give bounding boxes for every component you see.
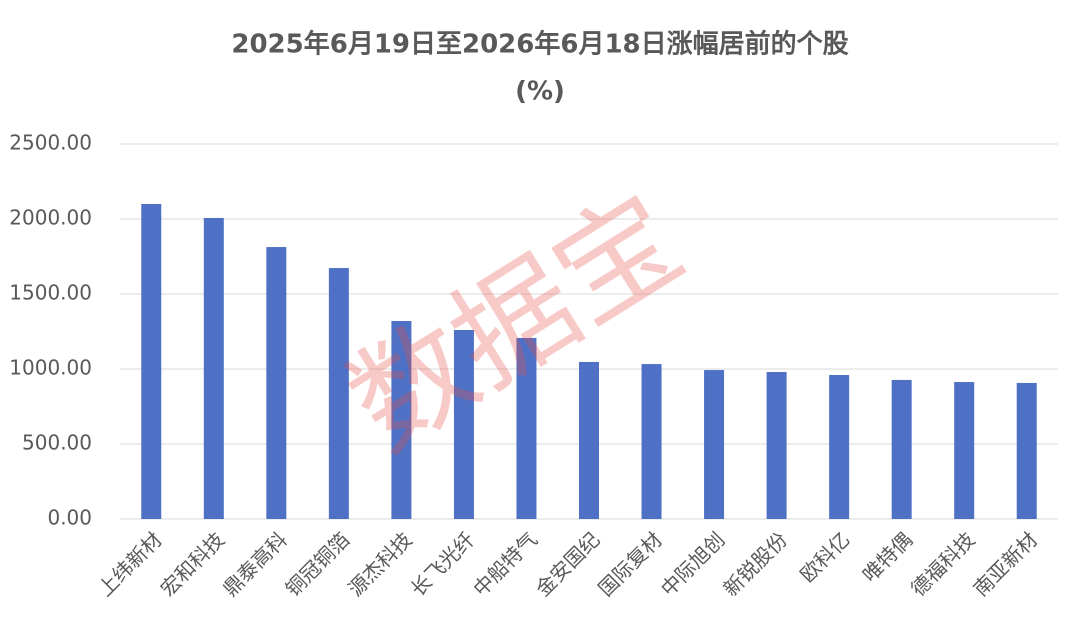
- chart-subtitle: (%): [515, 77, 565, 107]
- bar: [641, 364, 662, 519]
- x-tick-label: 长飞光纤: [406, 527, 480, 601]
- x-tick-label: 源杰科技: [343, 527, 417, 601]
- bar: [328, 268, 349, 519]
- y-tick-label: 2000.00: [9, 206, 92, 230]
- bar: [516, 337, 537, 519]
- x-tick-label: 欧科亿: [795, 527, 854, 586]
- bar: [141, 204, 162, 519]
- x-tick-label: 宏和科技: [156, 527, 230, 601]
- y-tick-label: 500.00: [22, 431, 92, 455]
- x-tick-label: 德福科技: [906, 527, 980, 601]
- x-tick-label: 唯特偶: [858, 527, 917, 586]
- bar: [829, 375, 850, 519]
- bar: [891, 379, 912, 519]
- x-tick-label: 中际旭创: [656, 527, 730, 601]
- x-tick-label: 鼎泰高科: [218, 527, 292, 601]
- y-tick-label: 2500.00: [9, 131, 92, 155]
- bar: [766, 372, 787, 519]
- x-tick-label: 国际复材: [593, 527, 667, 601]
- y-tick-label: 1000.00: [9, 356, 92, 380]
- x-tick-label: 南亚新材: [969, 527, 1043, 601]
- bar: [203, 217, 224, 519]
- bar: [1016, 382, 1037, 519]
- bar: [266, 247, 287, 520]
- bar: [954, 382, 975, 519]
- y-tick-label: 1500.00: [9, 281, 92, 305]
- bar: [453, 330, 474, 519]
- x-tick-label: 上纬新材: [93, 527, 167, 601]
- x-tick-label: 中船特气: [468, 527, 542, 601]
- bar: [391, 321, 412, 519]
- bar: [579, 361, 599, 519]
- x-tick-label: 铜冠铜箔: [281, 527, 355, 601]
- bar: [704, 370, 725, 519]
- x-tick-label: 新锐股份: [718, 527, 792, 601]
- x-tick-label: 金安国纪: [531, 527, 605, 601]
- chart-title: 2025年6月19日至2026年6月18日涨幅居前的个股: [231, 29, 848, 60]
- y-tick-label: 0.00: [47, 506, 92, 530]
